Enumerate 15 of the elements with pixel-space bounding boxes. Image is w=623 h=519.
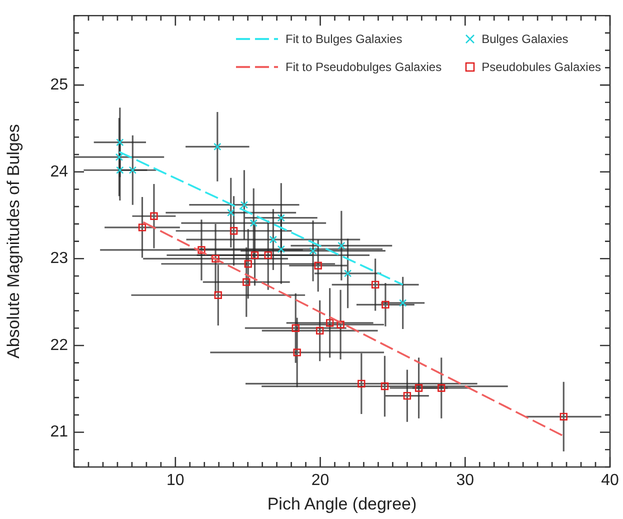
x-tick-label: 30 — [456, 472, 474, 490]
x-tick-label: 10 — [166, 472, 184, 490]
legend-label: Bulges Galaxies — [482, 32, 568, 46]
legend-label: Pseudobules Galaxies — [482, 60, 601, 74]
x-tick-label: 20 — [311, 472, 330, 490]
x-tick-label: 40 — [601, 472, 619, 490]
y-tick-label: 22 — [50, 336, 68, 354]
y-tick-label: 25 — [50, 76, 68, 94]
legend-label: Fit to Pseudobulges Galaxies — [285, 60, 442, 74]
legend-label: Fit to Bulges Galaxies — [285, 32, 402, 46]
y-axis-title: Absolute Magnitudes of Bulges — [4, 124, 23, 358]
y-tick-label: 23 — [50, 250, 68, 268]
y-tick-label: 21 — [50, 424, 68, 441]
y-tick-label: 24 — [50, 163, 68, 180]
x-axis-title: Pich Angle (degree) — [267, 494, 417, 514]
